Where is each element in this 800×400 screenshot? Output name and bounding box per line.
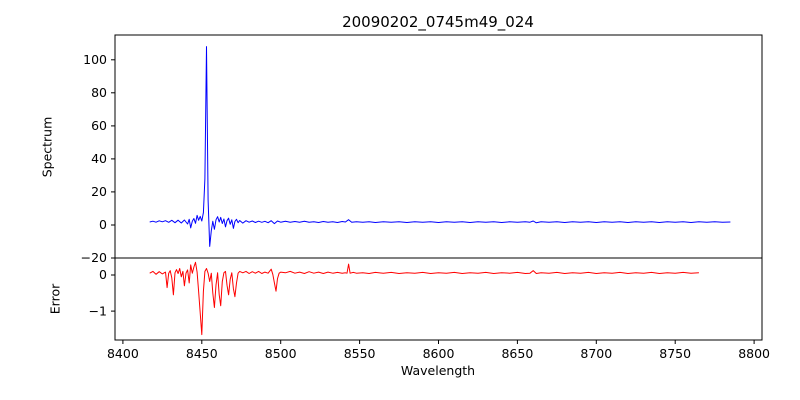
y-tick-label: 40 bbox=[91, 151, 107, 166]
spectrum-line bbox=[149, 46, 731, 247]
y-tick-label: −1 bbox=[89, 303, 107, 318]
y-tick-label: 20 bbox=[91, 184, 107, 199]
x-tick-label: 8500 bbox=[265, 346, 297, 361]
y-tick-label: 60 bbox=[91, 118, 107, 133]
error-line bbox=[149, 261, 699, 336]
x-tick-label: 8550 bbox=[344, 346, 376, 361]
y-tick-label: 80 bbox=[91, 85, 107, 100]
y-tick-label: −20 bbox=[81, 250, 107, 265]
error-y-axis-label: Error bbox=[47, 283, 63, 315]
y-tick-label: 0 bbox=[99, 217, 107, 232]
x-tick-label: 8400 bbox=[107, 346, 139, 361]
y-tick-label: 100 bbox=[83, 52, 107, 67]
x-tick-label: 8800 bbox=[738, 346, 770, 361]
x-axis-label: Wavelength bbox=[400, 363, 476, 378]
axes-frame bbox=[114, 257, 763, 341]
y-tick-label: 0 bbox=[99, 267, 107, 282]
spectrum-y-axis-label: Spectrum bbox=[39, 116, 55, 178]
x-tick-label: 8700 bbox=[580, 346, 612, 361]
x-tick-label: 8650 bbox=[501, 346, 533, 361]
x-tick-label: 8450 bbox=[186, 346, 218, 361]
x-tick-label: 8600 bbox=[423, 346, 455, 361]
x-tick-label: 8750 bbox=[659, 346, 691, 361]
chart-title: 20090202_0745m49_024 bbox=[342, 13, 534, 31]
